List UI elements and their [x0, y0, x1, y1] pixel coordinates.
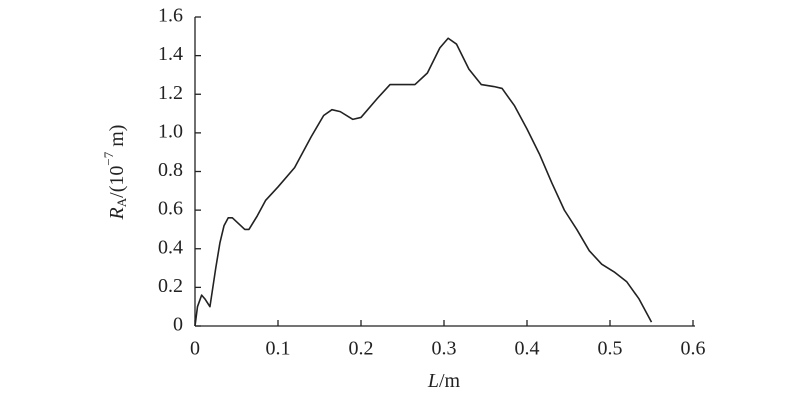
- y-tick-label: 1.2: [158, 82, 183, 104]
- x-tick-label: 0.2: [349, 338, 374, 360]
- x-tick-label: 0.6: [681, 338, 706, 360]
- x-tick-label: 0.5: [598, 338, 623, 360]
- y-label-subscript: A: [114, 197, 129, 207]
- x-label-unit: /m: [439, 370, 461, 392]
- y-tick-label: 0: [173, 314, 183, 336]
- x-axis-label: L/m: [427, 370, 461, 392]
- y-tick-label: 0.8: [158, 159, 183, 181]
- x-tick-label: 0: [190, 338, 200, 360]
- x-label-symbol: L: [427, 370, 439, 392]
- y-label-symbol: R: [106, 207, 128, 220]
- y-tick-label: 0.4: [158, 236, 183, 258]
- y-tick-label: 1.0: [158, 120, 183, 142]
- x-tick-label: 0.1: [266, 338, 291, 360]
- y-label-exponent: −7: [101, 151, 116, 165]
- x-tick-label: 0.4: [515, 338, 540, 360]
- y-axis-label: RA/(10−7 m): [101, 125, 129, 221]
- y-tick-label: 0.2: [158, 275, 183, 297]
- y-tick-label: 1.6: [158, 5, 183, 27]
- data-line: [194, 37, 653, 327]
- y-tick-label: 1.4: [158, 43, 183, 65]
- y-label-suffix: m): [106, 125, 128, 152]
- x-tick-label: 0.3: [432, 338, 457, 360]
- y-label-prefix: /(10: [106, 166, 128, 198]
- y-tick-label: 0.6: [158, 198, 183, 220]
